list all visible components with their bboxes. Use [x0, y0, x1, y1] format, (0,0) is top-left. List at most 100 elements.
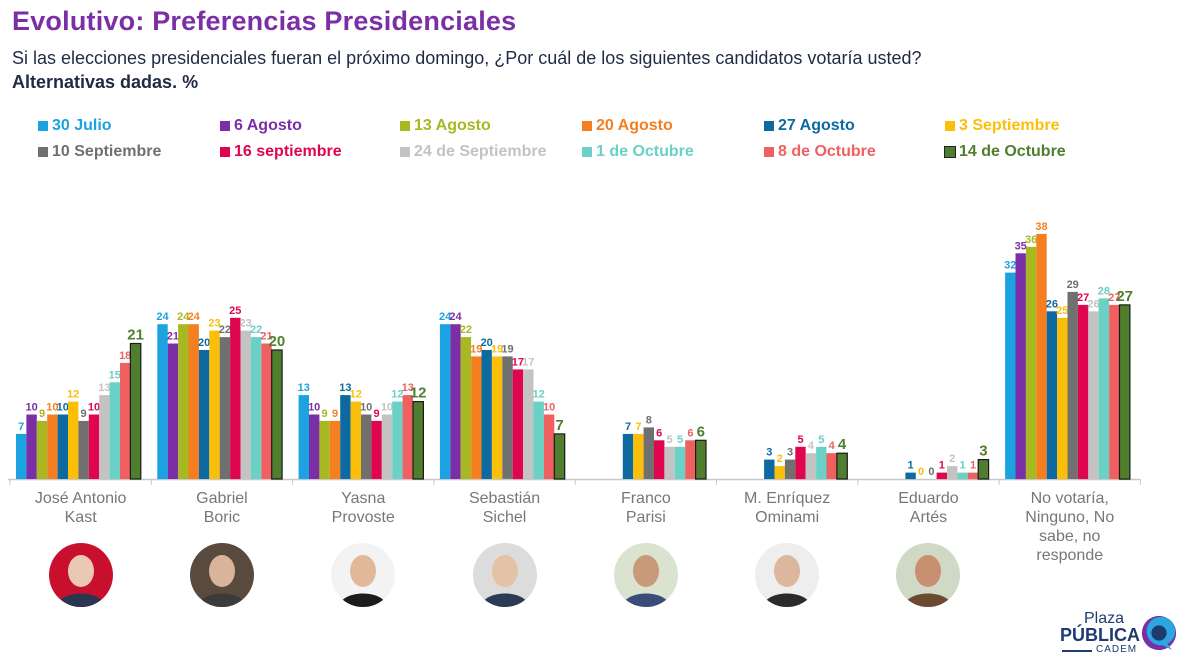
bar	[350, 401, 361, 479]
bar	[685, 440, 696, 479]
legend-label: 10 Septiembre	[52, 143, 162, 160]
data-label: 13	[339, 382, 351, 394]
bar	[471, 356, 482, 479]
data-label: 22	[250, 324, 262, 336]
legend-swatch	[400, 147, 410, 157]
data-label: 5	[797, 434, 803, 446]
data-label: 21	[260, 331, 272, 343]
legend-swatch	[582, 147, 592, 157]
legend-label: 30 Julio	[52, 117, 112, 134]
data-label: 22	[460, 324, 472, 336]
category-label-line: Kast	[64, 509, 97, 526]
bar	[329, 420, 341, 479]
bar	[936, 472, 947, 480]
legend-swatch	[944, 146, 956, 158]
bar	[298, 395, 309, 479]
bar	[1109, 304, 1120, 480]
bar	[816, 446, 827, 480]
bar	[523, 369, 534, 480]
category-label-line: Yasna	[341, 490, 386, 507]
category-label-line: Eduardo	[898, 490, 959, 507]
legend-item: 8 de Octubre	[764, 143, 876, 161]
category-label-line: responde	[1036, 547, 1104, 564]
data-label: 0	[928, 466, 934, 478]
bar	[512, 369, 524, 480]
data-label: 7	[555, 417, 563, 434]
plaza-publica-cadem-logo: Plaza PÚBLICA CADEM	[1060, 610, 1180, 660]
bar	[957, 472, 968, 480]
legend-label: 13 Agosto	[414, 117, 491, 134]
data-label: 7	[625, 421, 631, 433]
category-label-line: sabe, no	[1039, 528, 1101, 545]
data-label: 21	[127, 327, 144, 344]
legend-item: 24 de Septiembre	[400, 143, 547, 161]
data-label: 1	[970, 460, 976, 472]
bar	[553, 433, 566, 480]
legend-item: 10 Septiembre	[38, 143, 161, 161]
legend-item: 6 Agosto	[220, 117, 302, 135]
candidate-photo	[331, 543, 396, 607]
bar	[533, 401, 544, 479]
bar	[78, 420, 89, 479]
legend-item: 1 de Octubre	[582, 143, 694, 161]
bar	[198, 350, 210, 479]
bar	[764, 459, 775, 479]
data-label: 24	[449, 311, 462, 323]
category-label: Sebastián Sichel	[435, 489, 575, 527]
data-label: 35	[1015, 240, 1027, 252]
category-label-line: No votaría,	[1030, 490, 1109, 507]
bar	[491, 356, 503, 479]
data-label: 2	[949, 453, 955, 465]
bar	[977, 459, 990, 480]
category-label-line: Sebastián	[468, 490, 541, 507]
bar	[502, 356, 513, 479]
data-label: 3	[766, 447, 772, 459]
candidate-photo	[896, 543, 961, 607]
logo-text-plaza: Plaza	[1084, 610, 1125, 627]
legend-swatch	[764, 121, 774, 131]
legend-item: 13 Agosto	[400, 117, 491, 135]
data-label: 32	[1004, 260, 1016, 272]
legend-item: 3 Septiembre	[945, 117, 1059, 135]
legend-label: 6 Agosto	[234, 117, 302, 134]
category-label-line: Ninguno, No	[1025, 509, 1115, 526]
legend-swatch	[220, 121, 230, 131]
bar	[836, 452, 848, 480]
data-label: 6	[697, 423, 705, 440]
data-label: 9	[81, 408, 87, 420]
data-label: 29	[1067, 279, 1079, 291]
bar	[36, 420, 48, 479]
bar	[402, 395, 413, 479]
category-label-line: Artés	[909, 509, 948, 526]
bar	[120, 362, 131, 479]
data-label: 15	[109, 369, 121, 381]
data-label: 12	[67, 389, 79, 401]
bar	[188, 324, 199, 479]
data-label: 8	[646, 414, 652, 426]
bar	[905, 472, 916, 480]
category-label-line: Sichel	[482, 509, 527, 526]
bar	[129, 342, 142, 480]
category-label: José Antonio Kast	[11, 489, 151, 527]
bar	[774, 466, 785, 479]
data-label: 5	[818, 434, 824, 446]
bar	[230, 317, 241, 480]
bar	[109, 382, 120, 480]
bar	[209, 330, 220, 479]
bar	[99, 395, 110, 479]
data-label: 7	[18, 421, 24, 433]
legend-item: 20 Agosto	[582, 117, 673, 135]
bar	[826, 453, 837, 479]
bar	[250, 337, 262, 479]
category-label-line: Provoste	[331, 509, 395, 526]
data-label: 1	[960, 460, 966, 472]
data-label: 12	[391, 389, 403, 401]
bar	[88, 414, 100, 479]
bar	[795, 446, 806, 480]
data-label: 9	[322, 408, 328, 420]
bar	[361, 414, 372, 479]
bar	[392, 401, 403, 479]
data-label: 10	[46, 402, 58, 414]
bar	[1025, 246, 1037, 479]
bar	[694, 439, 707, 480]
